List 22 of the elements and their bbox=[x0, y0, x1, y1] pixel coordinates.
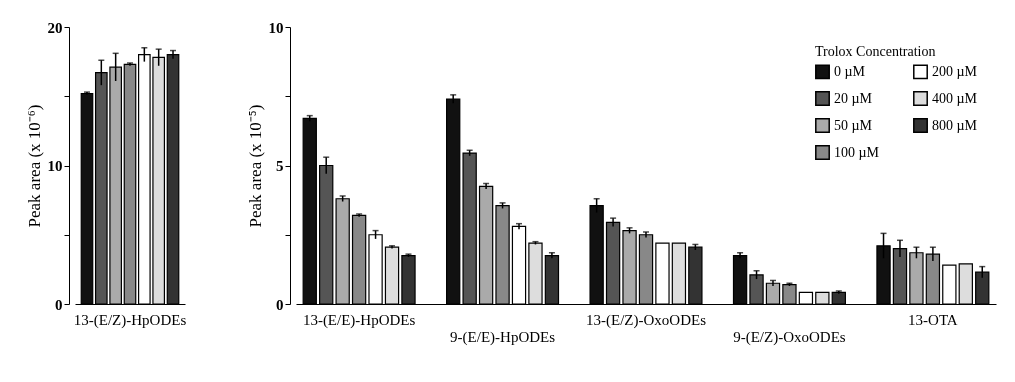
x-tick-label: 9-(E/Z)-OxoODEs bbox=[733, 328, 846, 346]
legend-label: 800 µM bbox=[932, 117, 978, 133]
legend-label: 200 µM bbox=[932, 63, 978, 79]
y-tick-label: 5 bbox=[276, 158, 284, 174]
legend-label: 50 µM bbox=[834, 117, 873, 133]
x-tick-label: 13-OTA bbox=[908, 311, 958, 328]
y-tick-label: 0 bbox=[55, 296, 63, 313]
legend-label: 0 µM bbox=[834, 63, 866, 79]
y-axis-title: Peak area (x 10⁻⁶) bbox=[24, 104, 44, 228]
y-axis-title: Peak area (x 10⁻⁵) bbox=[245, 104, 265, 228]
x-tick-label: 13-(E/Z)-HpODEs bbox=[73, 311, 187, 329]
legend-label: 400 µM bbox=[932, 90, 978, 106]
x-tick-label: 9-(E/E)-HpODEs bbox=[450, 328, 556, 346]
y-tick-label: 20 bbox=[47, 19, 63, 36]
y-tick-label: 10 bbox=[47, 158, 63, 174]
x-tick-label: 13-(E/Z)-OxoODEs bbox=[586, 311, 707, 329]
legend-label: 20 µM bbox=[834, 90, 873, 106]
y-tick-label: 0 bbox=[276, 296, 284, 313]
legend-label: 100 µM bbox=[834, 144, 880, 160]
x-tick-label: 13-(E/E)-HpODEs bbox=[302, 311, 416, 329]
y-tick-label: 10 bbox=[268, 19, 284, 36]
legend-title: Trolox Concentration bbox=[815, 44, 936, 59]
